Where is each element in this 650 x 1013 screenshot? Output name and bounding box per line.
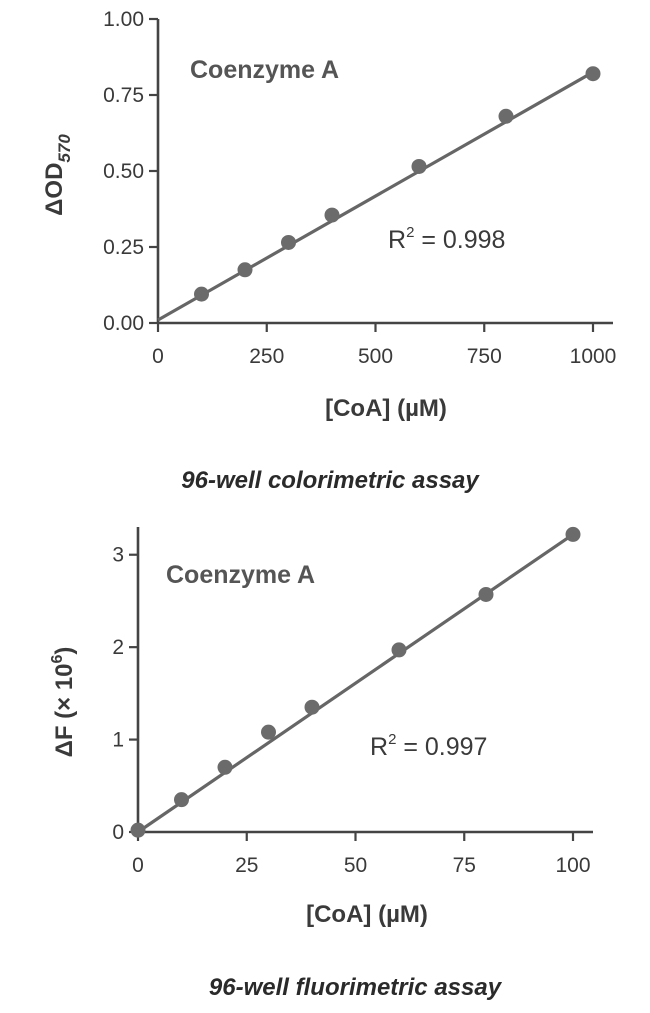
colorimetric-y-axis-title: ΔOD570 <box>41 134 74 216</box>
colorimetric-y-tick-label: 0.25 <box>103 236 144 259</box>
fluorimetric-data-point <box>217 759 233 775</box>
fluorimetric-chart: 0 1 2 3 0 25 50 75 100 Coenzyme A R2 = 0.997 [Co… <box>49 526 593 1001</box>
fluorimetric-x-tick-label: 25 <box>235 854 258 877</box>
fluorimetric-y-tick-label: 1 <box>112 729 124 752</box>
fluorimetric-x-axis-title: [CoA] (µM) <box>306 901 428 928</box>
colorimetric-fit <box>157 70 594 322</box>
fluorimetric-caption: 96-well fluorimetric assay <box>209 974 503 1001</box>
colorimetric-x-axis-title: [CoA] (µM) <box>325 395 447 422</box>
fluorimetric-y-tick-label: 3 <box>112 544 124 567</box>
fluorimetric-regression-line <box>137 533 574 834</box>
fluorimetric-y-tick-label: 0 <box>112 821 124 844</box>
colorimetric-y-tick-label: 0.00 <box>103 312 144 335</box>
colorimetric-x-tick-label: 500 <box>358 345 393 368</box>
colorimetric-x-tick-label: 750 <box>467 345 502 368</box>
fluorimetric-data-point <box>391 642 407 658</box>
colorimetric-y-tick-label: 1.00 <box>103 8 144 31</box>
fluorimetric-data-point <box>304 699 320 715</box>
colorimetric-chart-title: Coenzyme A <box>190 56 339 84</box>
fluorimetric-data-point <box>261 724 276 740</box>
colorimetric-r-squared: R2 = 0.998 <box>388 224 505 254</box>
colorimetric-data-point <box>194 286 209 302</box>
colorimetric-y-tick-label: 0.50 <box>103 160 144 183</box>
fluorimetric-x-tick-label: 75 <box>453 854 476 877</box>
colorimetric-data-point <box>237 262 253 278</box>
colorimetric-regression-line <box>157 70 594 322</box>
colorimetric-y-tick-label: 0.75 <box>103 84 144 107</box>
colorimetric-x-tick-label: 1000 <box>570 345 617 368</box>
fluorimetric-axes: 0 1 2 3 0 25 50 75 100 <box>112 527 593 877</box>
colorimetric-chart: 0.00 0.25 0.50 0.75 1.00 0 250 500 750 1000 Coenz… <box>41 8 616 494</box>
fluorimetric-data-point <box>565 526 581 542</box>
fluorimetric-x-tick-label: 0 <box>132 854 144 877</box>
fluorimetric-r-squared: R2 = 0.997 <box>370 731 487 761</box>
fluorimetric-y-tick-label: 2 <box>112 636 124 659</box>
colorimetric-caption: 96-well colorimetric assay <box>181 467 480 494</box>
colorimetric-data-point <box>498 108 514 124</box>
colorimetric-x-tick-label: 250 <box>249 345 284 368</box>
fluorimetric-data-point <box>130 822 146 838</box>
colorimetric-data-point <box>585 66 601 82</box>
fluorimetric-data-point <box>174 792 189 808</box>
colorimetric-axes: 0.00 0.25 0.50 0.75 1.00 0 250 500 750 1000 <box>103 8 616 368</box>
colorimetric-data-point <box>411 158 427 174</box>
fluorimetric-x-tick-label: 50 <box>344 854 367 877</box>
colorimetric-x-tick-label: 0 <box>152 345 164 368</box>
fluorimetric-points <box>130 526 581 838</box>
colorimetric-data-point <box>324 207 340 223</box>
colorimetric-data-point <box>281 234 296 250</box>
fluorimetric-y-axis-title: ΔF (× 106) <box>49 647 78 758</box>
fluorimetric-chart-title: Coenzyme A <box>166 561 315 589</box>
fluorimetric-fit <box>137 533 574 834</box>
colorimetric-points <box>194 66 601 302</box>
fluorimetric-x-tick-label: 100 <box>555 854 590 877</box>
fluorimetric-data-point <box>478 586 494 602</box>
